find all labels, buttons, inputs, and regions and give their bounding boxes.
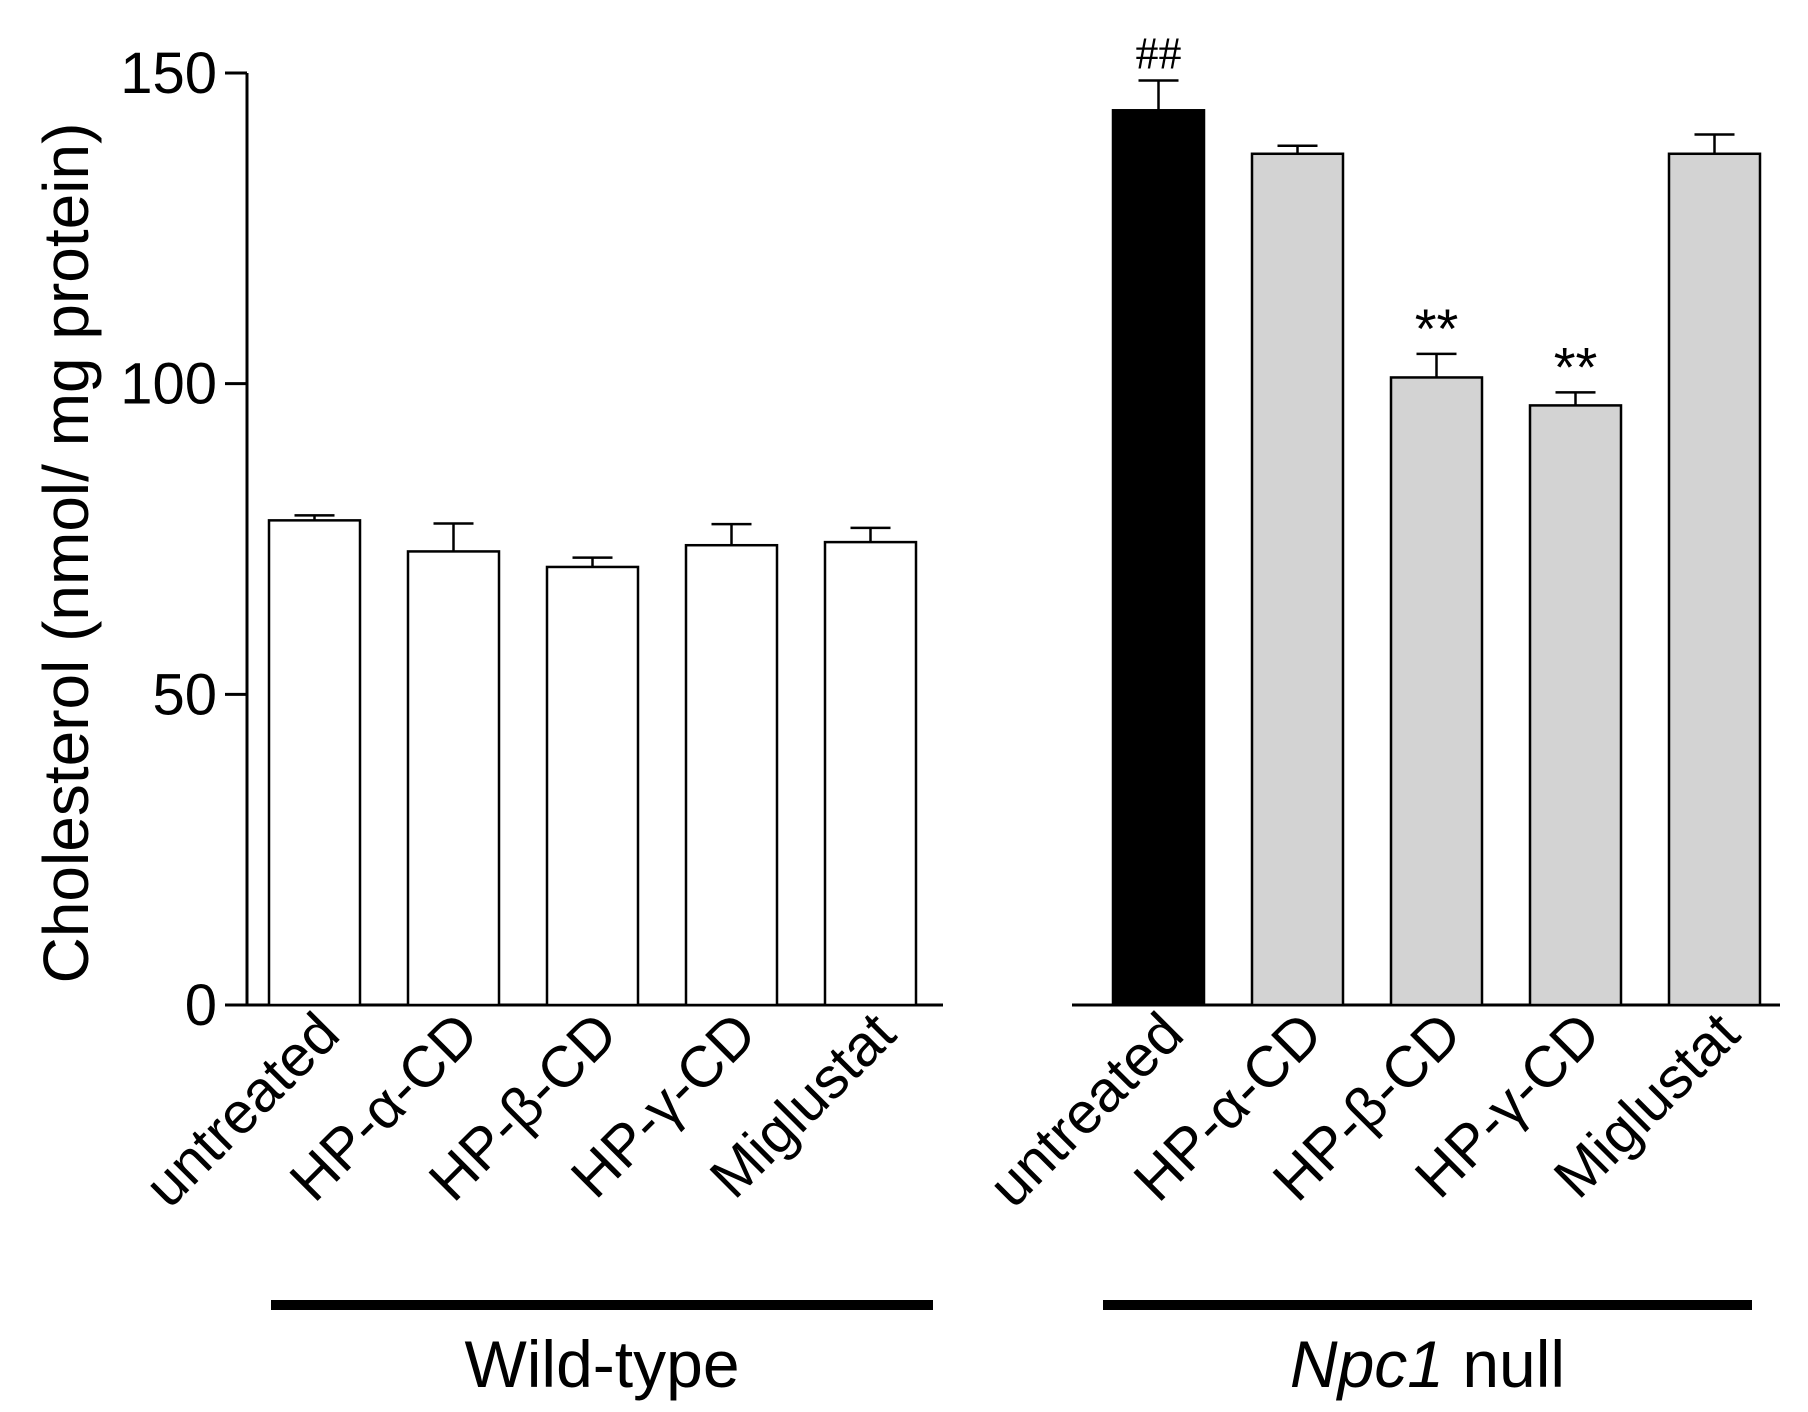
bar-wildtype-2	[545, 565, 640, 1007]
significance-annotation: **	[1554, 335, 1598, 398]
bar-npc1-1	[1250, 152, 1345, 1007]
bar-wildtype-3	[684, 543, 779, 1007]
y-axis-title: Cholesterol (nmol/ mg protein)	[30, 123, 102, 984]
group-label: Wild-type	[464, 1327, 739, 1401]
y-tick-label: 50	[152, 662, 217, 727]
y-tick-label: 150	[120, 41, 217, 106]
bar-npc1-3	[1528, 404, 1623, 1007]
bar-wildtype-4	[823, 540, 918, 1007]
bar-npc1-0	[1111, 109, 1206, 1007]
bar-npc1-2	[1389, 376, 1484, 1007]
y-tick-label: 0	[185, 973, 217, 1038]
bars-layer	[267, 79, 1762, 1007]
group-label-italic: Npc1	[1290, 1327, 1444, 1401]
significance-annotation: ##	[1136, 27, 1182, 78]
group-label: Npc1 null	[1290, 1327, 1565, 1401]
bar-wildtype-1	[406, 550, 501, 1007]
group-label-rest: null	[1444, 1327, 1565, 1401]
bar-wildtype-0	[267, 519, 362, 1007]
y-tick-label: 100	[120, 352, 217, 417]
significance-annotation: **	[1415, 297, 1459, 360]
bar-npc1-4	[1667, 152, 1762, 1007]
